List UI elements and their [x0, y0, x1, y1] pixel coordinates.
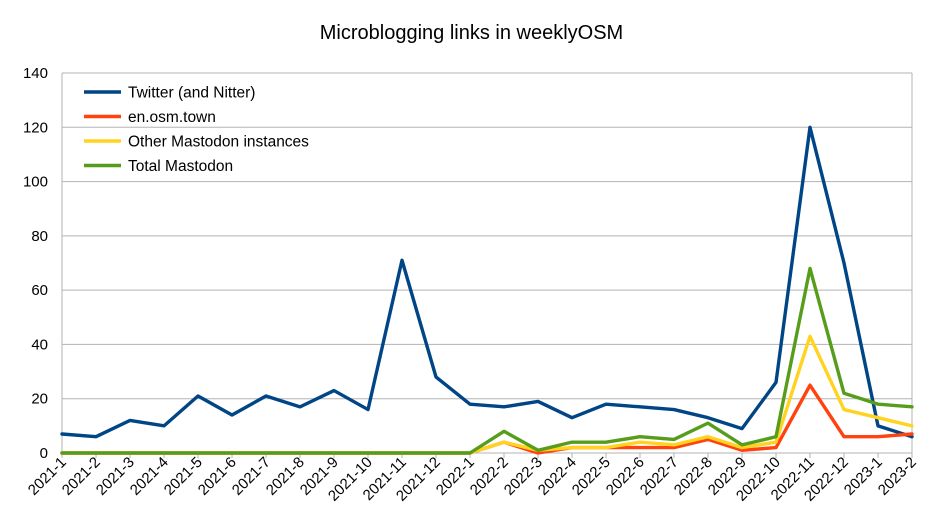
- x-axis-tick-labels: 2021-12021-22021-32021-42021-52021-62021…: [25, 453, 920, 505]
- chart-title: Microblogging links in weeklyOSM: [319, 22, 624, 44]
- series-line-3: [60, 266, 914, 455]
- y-tick-label: 20: [31, 391, 48, 408]
- series-line-0: [60, 125, 914, 439]
- legend: Twitter (and Nitter) en.osm.town Other Mas…: [84, 85, 309, 175]
- series-lines: [60, 125, 914, 455]
- legend-label: en.osm.town: [128, 109, 216, 126]
- legend-label: Other Mastodon instances: [128, 134, 309, 151]
- y-tick-label: 140: [23, 65, 48, 82]
- y-tick-label: 100: [23, 174, 48, 191]
- legend-label: Twitter (and Nitter): [128, 85, 255, 102]
- y-tick-label: 60: [31, 282, 48, 299]
- legend-label: Total Mastodon: [128, 158, 233, 175]
- y-axis-tick-labels: 0 20 40 60 80 100 120 140: [23, 65, 48, 462]
- y-tick-label: 120: [23, 119, 48, 136]
- gridlines: [61, 72, 913, 454]
- y-tick-label: 80: [31, 228, 48, 245]
- y-tick-label: 40: [31, 336, 48, 353]
- x-tick-label: 2023-2: [875, 454, 920, 499]
- y-tick-label: 0: [40, 445, 48, 462]
